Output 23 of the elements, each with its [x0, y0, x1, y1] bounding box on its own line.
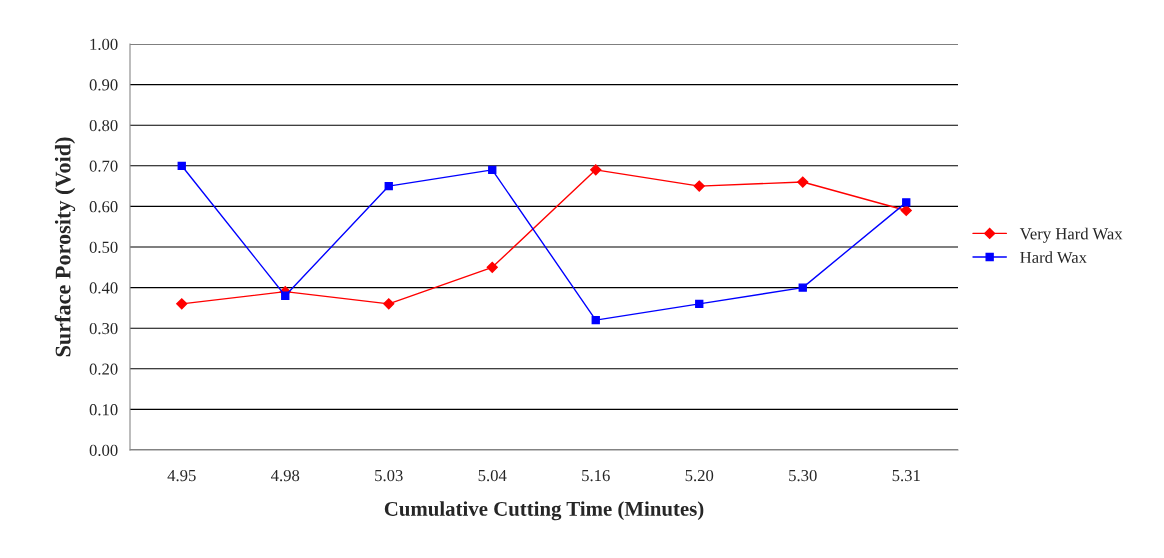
y-tick-label: 0.40 — [89, 282, 118, 294]
y-tick-label: 0.30 — [89, 322, 118, 335]
x-tick-label: 5.31 — [892, 469, 920, 482]
x-tick-label: 5.16 — [582, 469, 610, 482]
y-tick-label: 0.80 — [89, 119, 118, 132]
x-tick-label: 5.03 — [375, 469, 403, 482]
x-tick-label: 4.95 — [167, 469, 196, 482]
y-axis-title: Surface Porosity (Void) — [54, 137, 76, 357]
y-tick-label: 0.20 — [89, 363, 118, 375]
x-tick-label: 4.98 — [270, 469, 300, 482]
x-axis-title: Cumulative Cutting Time (Minutes) — [384, 501, 704, 521]
legend-label: Very Hard Wax — [1019, 227, 1123, 243]
y-tick-label: 0.10 — [89, 404, 118, 416]
x-tick-label: 5.04 — [478, 469, 507, 482]
y-tick-label: 0.00 — [89, 444, 118, 457]
y-tick-label: 0.70 — [89, 160, 118, 172]
x-tick-label: 5.20 — [685, 469, 714, 482]
y-tick-label: 0.90 — [89, 79, 118, 91]
y-tick-label: 0.50 — [89, 241, 118, 254]
y-tick-label: 0.60 — [89, 201, 118, 213]
x-tick-label: 5.30 — [789, 469, 817, 482]
legend-label: Hard Wax — [1020, 251, 1087, 264]
y-tick-label: 1.00 — [90, 38, 118, 51]
